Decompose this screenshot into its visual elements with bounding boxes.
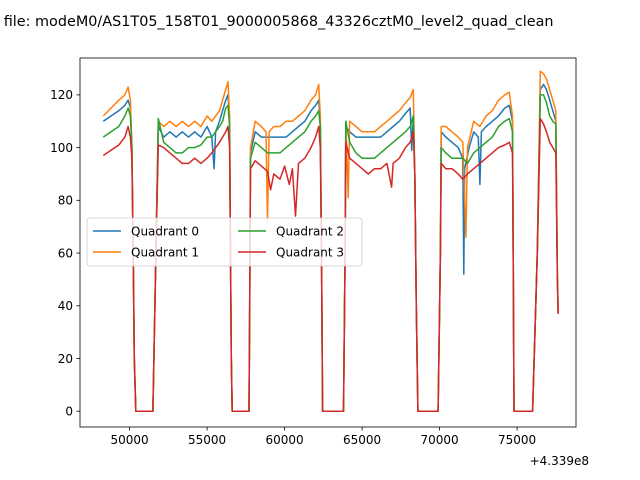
x-tick-label: 60000: [266, 433, 304, 447]
legend: Quadrant 0 Quadrant 1 Quadrant 2 Quadrant 3: [86, 217, 363, 267]
plot-frame: [79, 57, 577, 428]
title-area: n file: modeM0/AS1T05_158T01_9000005868_…: [0, 12, 640, 36]
y-tick-label: 0: [65, 404, 73, 418]
x-tick-label: 75000: [498, 433, 536, 447]
series-lines: [102, 70, 559, 412]
chart-title: n file: modeM0/AS1T05_158T01_9000005868_…: [0, 14, 554, 30]
legend-box: [86, 217, 363, 267]
x-tick-label: 70000: [421, 433, 459, 447]
x-tick-label: 55000: [188, 433, 226, 447]
x-tick-label: 65000: [343, 433, 381, 447]
y-tick-label: 120: [50, 88, 73, 102]
y-tick-label: 20: [58, 352, 73, 366]
legend-label-3: Quadrant 3: [276, 246, 344, 260]
series-line-3: [102, 117, 559, 412]
x-offset-label: +4.339e8: [530, 454, 589, 468]
legend-label-0: Quadrant 0: [131, 225, 199, 239]
y-tick-label: 40: [58, 299, 73, 313]
y-tick-label: 100: [50, 141, 73, 155]
legend-label-2: Quadrant 2: [276, 225, 344, 239]
y-tick-label: 60: [58, 246, 73, 260]
axis-ticks: 50000 55000 60000 65000 70000 75000 0 20 40 60 80 1…: [50, 88, 536, 447]
x-tick-label: 50000: [111, 433, 149, 447]
y-tick-label: 80: [58, 194, 73, 208]
legend-label-1: Quadrant 1: [131, 246, 199, 260]
